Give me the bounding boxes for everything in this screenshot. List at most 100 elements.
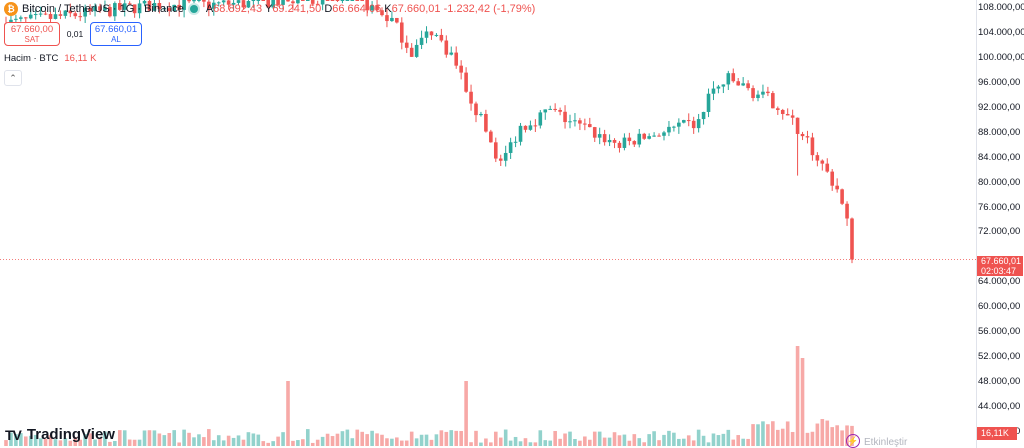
candle-body (449, 52, 454, 55)
volume-bar (202, 437, 206, 446)
open-key: A (205, 3, 214, 15)
candle-body (182, 0, 186, 10)
candle-body (414, 44, 419, 57)
candle-body (830, 171, 835, 186)
volume-bar (726, 429, 731, 446)
price-axis-tick: 76.000,00 (978, 201, 1021, 213)
candle-body (454, 52, 459, 66)
volume-bar (147, 430, 152, 446)
volume-bar (360, 431, 365, 446)
sell-button[interactable]: 67.660,00 SAT (4, 22, 60, 46)
candle-body (246, 1, 251, 8)
tradingview-logo-icon: TV (5, 426, 22, 443)
volume-bar (696, 429, 701, 446)
candle-body (602, 134, 607, 143)
collapse-icon[interactable]: ⌃ (4, 70, 22, 86)
volume-bar (518, 441, 523, 446)
candle-body (800, 133, 805, 137)
volume-bar (370, 430, 374, 446)
candle-body (741, 83, 745, 86)
volume-bar (53, 439, 58, 446)
volume-bar (439, 430, 444, 446)
candle-body (88, 8, 92, 12)
candle-body (108, 7, 112, 17)
volume-bar (127, 439, 132, 446)
tradingview-logo[interactable]: TV TradingView (5, 426, 115, 443)
candle-body (241, 0, 246, 8)
volume-bar (211, 440, 216, 446)
volume-bar (632, 434, 637, 446)
candle-body (315, 3, 320, 5)
candle-body (43, 13, 48, 15)
candle-body (543, 109, 548, 113)
candle-body (23, 17, 28, 19)
candle-body (780, 109, 785, 115)
candle-body (305, 0, 310, 1)
volume-bar (746, 438, 750, 446)
candle-body (563, 111, 567, 123)
candle-body (677, 122, 681, 127)
volume-bar (58, 440, 63, 446)
volume-bar (108, 441, 112, 446)
candle-body (162, 8, 167, 10)
candle-body (464, 72, 468, 92)
candle-body (335, 0, 340, 1)
candle-body (216, 2, 221, 4)
volume-bar (330, 436, 335, 446)
volume-bar (256, 434, 261, 446)
candle-body (221, 0, 226, 3)
candle-body (142, 0, 147, 4)
candle-body (489, 131, 493, 143)
spread-value: 0,01 (66, 29, 84, 39)
candle-body (236, 0, 241, 3)
candle-body (340, 0, 345, 1)
volume-bar (667, 430, 671, 446)
candle-body (48, 13, 53, 19)
price-axis-tick: 44.000,00 (978, 401, 1021, 413)
bolt-icon[interactable]: ⚡ (846, 434, 860, 448)
volume-bar (375, 433, 379, 446)
volume-bar (192, 437, 196, 446)
candle-body (98, 6, 102, 11)
high-value: 69.241,50 (272, 3, 322, 15)
symbol-title[interactable]: Bitcoin / TetherUS · 1G · Binance (22, 3, 184, 15)
candle-body (122, 3, 127, 10)
volume-bar (177, 442, 181, 446)
candle-body (177, 4, 181, 10)
volume-bar (597, 431, 602, 446)
candle-body (286, 0, 290, 2)
volume-bar (489, 442, 493, 446)
volume-bar (236, 435, 241, 446)
candle-body (345, 0, 350, 1)
volume-bar (538, 430, 543, 446)
volume-bar (474, 430, 478, 446)
volume-legend[interactable]: Hacim · BTC 16,11 K (4, 53, 96, 64)
candle-body (226, 0, 231, 5)
low-key: D (324, 3, 333, 15)
candle-body (385, 15, 389, 22)
candle-body (622, 137, 627, 148)
candle-body (434, 34, 439, 36)
volume-bar (19, 433, 23, 446)
volume-bar (830, 427, 835, 446)
bitcoin-icon: ₿ (4, 2, 18, 16)
candle-body (380, 10, 384, 16)
candle-body (172, 4, 177, 12)
candle-body (73, 13, 78, 17)
candle-body (19, 17, 23, 19)
volume-label: Hacim · BTC (4, 53, 59, 64)
buy-button[interactable]: 67.660,01 AL (90, 22, 142, 46)
candle-body (751, 88, 755, 99)
volume-bar (459, 430, 463, 446)
volume-bar (642, 442, 647, 446)
volume-bar (785, 421, 790, 446)
candle-body (192, 0, 196, 2)
volume-bar (43, 438, 48, 446)
sell-price: 67.660,00 (10, 24, 54, 35)
volume-bar (449, 430, 454, 446)
candle-body (553, 108, 557, 110)
candle-body (117, 3, 122, 10)
volume-bar (142, 430, 147, 446)
volume-bar (602, 437, 607, 446)
